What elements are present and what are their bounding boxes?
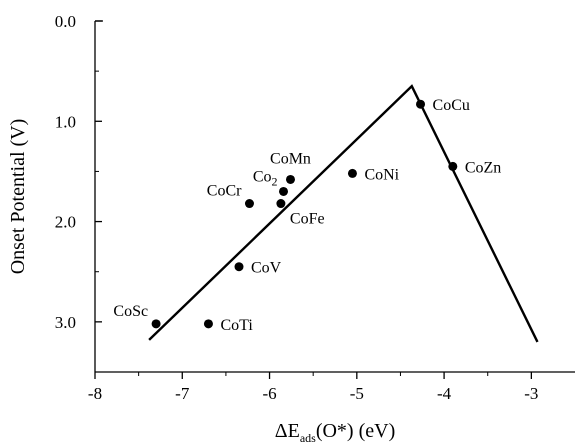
x-ticks: -8 -7 -6 -5 -4 -3 <box>88 372 538 403</box>
x-tick-label: -4 <box>437 384 452 403</box>
point-label: CoCu <box>433 97 470 114</box>
plot-frame <box>94 20 575 373</box>
data-point <box>416 99 426 109</box>
point-label: CoMn <box>270 150 311 167</box>
data-point <box>448 161 458 171</box>
point-label: CoV <box>251 260 282 277</box>
y-tick-label: 2.0 <box>55 213 76 232</box>
point-label-subscript: 2 <box>272 174 278 188</box>
data-point <box>151 319 161 329</box>
point-label: CoCr <box>207 183 242 200</box>
x-axis-title-main: ΔE <box>275 420 300 442</box>
x-tick-label: -3 <box>524 384 538 403</box>
point-label: CoNi <box>364 166 399 183</box>
point-label: CoFe <box>290 211 325 228</box>
data-point <box>203 319 213 329</box>
data-point <box>347 168 357 178</box>
data-point <box>244 199 254 209</box>
data-point <box>276 199 286 209</box>
x-tick-label: -5 <box>350 384 364 403</box>
x-tick-label: -7 <box>175 384 190 403</box>
point-label: CoZn <box>465 159 501 176</box>
y-tick-label: 3.0 <box>55 313 76 332</box>
y-tick-label: 1.0 <box>55 112 76 131</box>
x-axis-title-subscript: ads <box>300 431 316 444</box>
y-ticks: 0.0 1.0 2.0 3.0 <box>55 12 102 332</box>
x-tick-label: -8 <box>88 384 102 403</box>
x-axis-title-rest: (O*) (eV) <box>316 420 395 442</box>
point-label: Co2 <box>253 168 278 188</box>
data-point <box>234 262 244 272</box>
data-point <box>285 174 295 184</box>
x-tick-label: -6 <box>262 384 276 403</box>
point-label: CoSc <box>113 303 148 320</box>
x-axis-title: ΔEads(O*) (eV) <box>275 420 395 444</box>
point-label: CoTi <box>220 317 253 334</box>
data-point <box>279 186 289 196</box>
y-axis-title: Onset Potential (V) <box>7 119 29 275</box>
volcano-line <box>148 84 539 343</box>
y-tick-label: 0.0 <box>55 12 76 31</box>
